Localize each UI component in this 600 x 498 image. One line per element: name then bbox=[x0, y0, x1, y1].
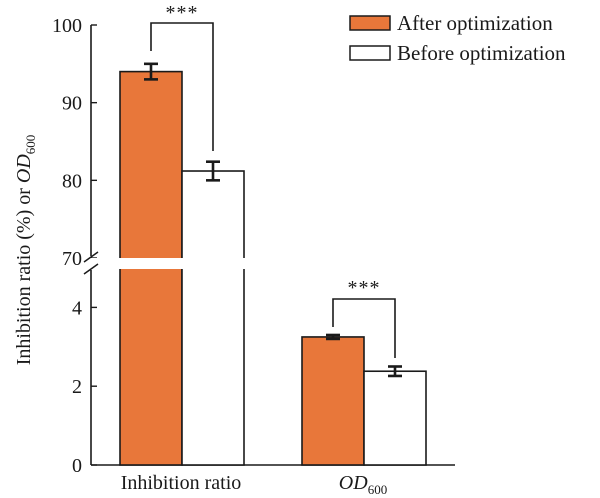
legend-swatch bbox=[349, 15, 391, 31]
significance-markers: *** *** bbox=[150, 2, 396, 358]
legend: After optimization Before optimization bbox=[349, 11, 566, 65]
y-tick-label: 4 bbox=[72, 297, 82, 319]
y-axis-title: Inhibition ratio (%) or OD600 bbox=[13, 135, 38, 366]
bar bbox=[363, 370, 427, 466]
axis-break bbox=[83, 251, 290, 275]
x-category-label: OD600 bbox=[339, 472, 387, 497]
bar bbox=[301, 336, 365, 466]
y-tick-label: 90 bbox=[62, 93, 82, 115]
y-tick-label: 2 bbox=[72, 376, 82, 398]
legend-label: After optimization bbox=[397, 11, 553, 35]
y-tick-label: 0 bbox=[72, 455, 82, 477]
y-tick-label: 70 bbox=[62, 248, 82, 270]
legend-swatch bbox=[349, 45, 391, 61]
axis-break-gap bbox=[90, 258, 290, 269]
y-tick-label: 80 bbox=[62, 170, 82, 192]
bar bbox=[181, 170, 245, 466]
significance-bracket bbox=[332, 298, 396, 358]
significance-stars: *** bbox=[166, 2, 199, 24]
legend-label: Before optimization bbox=[397, 41, 566, 65]
break-mark bbox=[83, 263, 99, 275]
significance-stars: *** bbox=[348, 277, 381, 299]
x-category-label: Inhibition ratio bbox=[121, 472, 242, 494]
significance-bracket bbox=[150, 22, 214, 151]
break-mark bbox=[83, 251, 99, 263]
y-tick-label: 100 bbox=[52, 15, 82, 37]
axis-labels: Inhibition ratio OD600 Inhibition ratio (%… bbox=[13, 135, 387, 497]
